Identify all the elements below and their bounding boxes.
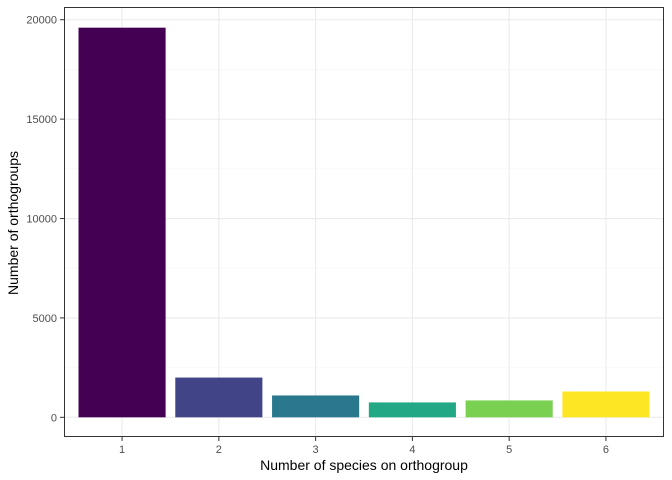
x-tick-label: 3	[313, 444, 319, 456]
x-tick-label: 4	[409, 444, 415, 456]
bar-4	[368, 402, 456, 418]
y-tick-label: 20000	[26, 15, 57, 27]
x-axis: 1 2 3 4 5 6	[119, 437, 609, 456]
x-tick-label: 6	[603, 444, 609, 456]
y-tick-label: 10000	[26, 214, 57, 226]
bar-5	[465, 400, 553, 418]
y-tick-label: 15000	[26, 114, 57, 126]
x-tick-label: 1	[119, 444, 125, 456]
x-tick-label: 5	[506, 444, 512, 456]
y-tick-label: 5000	[33, 313, 57, 325]
panel-border-rect	[64, 7, 664, 437]
bar-1	[78, 27, 166, 418]
bars	[78, 27, 650, 418]
bar-6	[562, 391, 650, 418]
bar-2	[175, 377, 263, 418]
bar-3	[272, 395, 360, 418]
x-tick-label: 2	[216, 444, 222, 456]
y-axis: 0 5000 10000 15000 20000	[26, 15, 64, 424]
panel-border	[64, 7, 664, 437]
y-tick-label: 0	[51, 412, 57, 424]
y-axis-title: Number of orthogroups	[5, 151, 21, 295]
x-axis-title: Number of species on orthogroup	[260, 457, 468, 473]
